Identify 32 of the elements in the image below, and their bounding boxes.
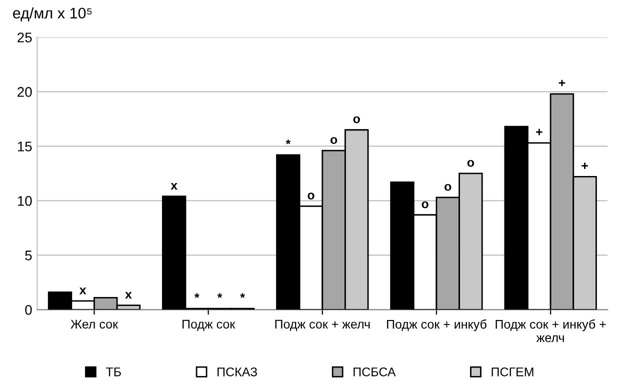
legend-label: ТБ (106, 368, 121, 376)
x-tick-label: Подж сок + желч (275, 320, 370, 331)
data-label: * (217, 293, 222, 298)
data-label: * (286, 140, 291, 144)
legend-label: ПСКАЗ (218, 367, 257, 376)
data-label: x (125, 292, 132, 299)
data-label: o (308, 192, 314, 200)
x-tick-label: Подж сок (182, 320, 236, 331)
data-label: x (170, 182, 178, 190)
y-tick-label: 15 (18, 142, 32, 152)
data-label: o (353, 116, 360, 124)
x-tick-label: Подж сок + инкуб + желч (496, 319, 606, 342)
legend-label: ПСБСА (354, 367, 396, 376)
y-tick-label: 10 (18, 196, 32, 206)
data-label: o (422, 201, 428, 208)
data-label: o (330, 137, 338, 144)
data-label: + (536, 128, 542, 136)
data-label: o (444, 184, 452, 191)
legend-label: ПСГЕМ (492, 367, 534, 376)
y-tick-label: 0 (25, 305, 32, 315)
data-label: + (558, 80, 566, 86)
y-tick-label: 25 (18, 32, 32, 42)
data-label: x (79, 288, 86, 294)
data-label: * (194, 293, 200, 298)
x-tick-label: Жел сок (70, 320, 118, 329)
y-tick-label: 5 (25, 250, 32, 260)
y-axis-title: ед/мл x 10⁵ (13, 7, 92, 22)
data-label: + (582, 162, 588, 169)
y-tick-label: 20 (18, 87, 32, 97)
data-label: * (240, 293, 245, 298)
x-tick-label: Подж сок + инкуб (387, 319, 486, 332)
data-label: o (467, 160, 474, 167)
